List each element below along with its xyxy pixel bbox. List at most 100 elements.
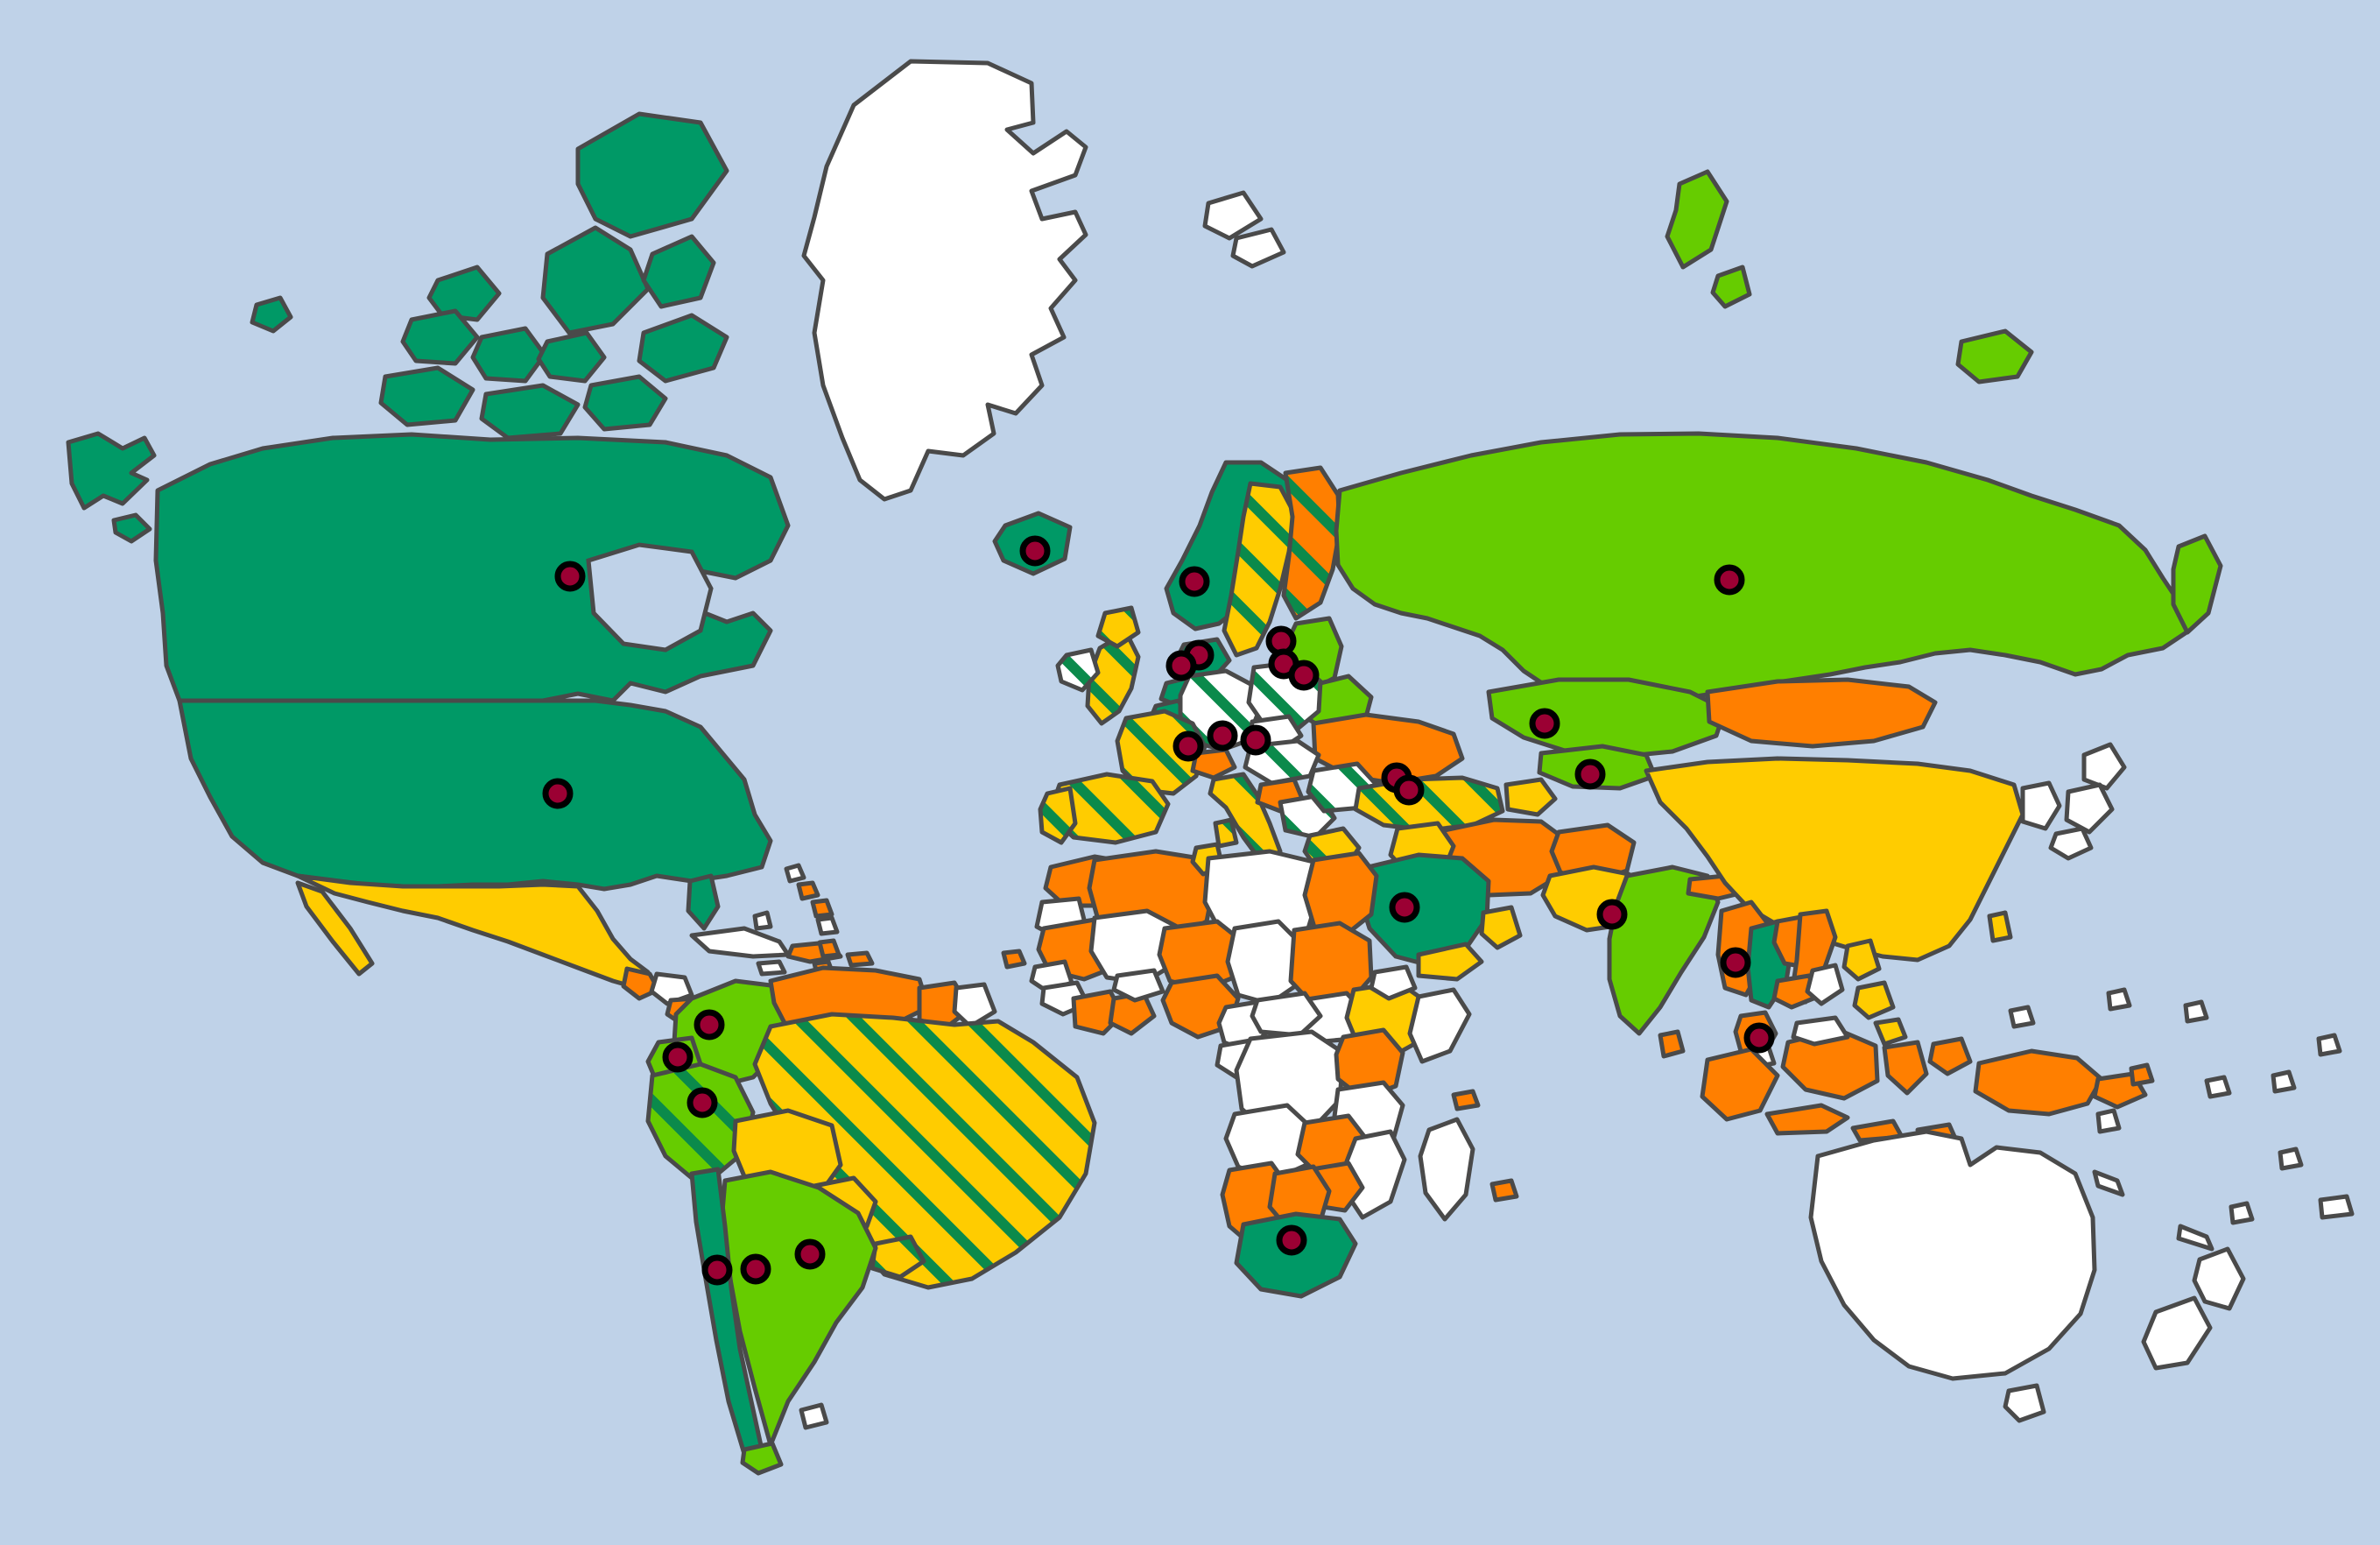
- location-marker[interactable]: [1389, 892, 1420, 923]
- country-svalbard-2[interactable]: [1230, 227, 1286, 269]
- country-canada-island-12[interactable]: [250, 295, 293, 334]
- country-canada-island-11[interactable]: [582, 374, 668, 432]
- location-marker[interactable]: [1165, 650, 1197, 681]
- country-pacific-isl-6[interactable]: [2278, 1146, 2304, 1171]
- country-fiji[interactable]: [2129, 1062, 2155, 1087]
- country-papua-new-guinea[interactable]: [1973, 1048, 2104, 1117]
- country-tierra-del-fuego[interactable]: [740, 1441, 784, 1476]
- country-mongolia[interactable]: [1705, 677, 1938, 749]
- country-new-zealand-south[interactable]: [2141, 1295, 2213, 1371]
- country-bermuda[interactable]: [1001, 949, 1027, 970]
- country-novaya-zemlya[interactable]: [1665, 169, 1729, 270]
- country-china[interactable]: [1644, 756, 2025, 963]
- country-philippines-1[interactable]: [1841, 938, 1882, 982]
- location-marker[interactable]: [1172, 730, 1204, 762]
- country-baja-california[interactable]: [295, 880, 375, 977]
- country-usa-florida[interactable]: [686, 873, 721, 931]
- country-russia-far-east[interactable]: [1955, 328, 2034, 384]
- location-marker[interactable]: [1574, 758, 1606, 790]
- country-pacific-isl-2[interactable]: [2106, 987, 2132, 1012]
- country-uk-scotland[interactable]: [1095, 605, 1141, 649]
- country-canada-island-8[interactable]: [536, 330, 607, 384]
- country-france[interactable]: [1115, 709, 1208, 796]
- location-marker[interactable]: [794, 1238, 826, 1270]
- country-mauritius[interactable]: [1489, 1178, 1519, 1203]
- country-cambodia[interactable]: [1771, 973, 1820, 1010]
- location-marker[interactable]: [1019, 535, 1051, 567]
- location-marker[interactable]: [554, 561, 586, 592]
- location-marker[interactable]: [1179, 566, 1210, 597]
- country-canada-island-10[interactable]: [479, 383, 581, 441]
- country-pacific-isl-1[interactable]: [2008, 1005, 2036, 1029]
- country-germany[interactable]: [1178, 668, 1260, 752]
- country-philippines-2[interactable]: [1852, 980, 1896, 1020]
- country-lesser-antilles-5[interactable]: [817, 938, 841, 959]
- location-marker[interactable]: [1743, 1022, 1775, 1054]
- country-uruguay[interactable]: [870, 1234, 926, 1280]
- location-marker[interactable]: [542, 778, 574, 809]
- location-marker[interactable]: [1529, 708, 1560, 739]
- country-canada-island-7[interactable]: [470, 326, 547, 384]
- country-canada-island-3[interactable]: [641, 234, 716, 309]
- country-mali[interactable]: [1088, 908, 1183, 985]
- country-peru[interactable]: [645, 1062, 756, 1181]
- country-philippines-3[interactable]: [1873, 1017, 1908, 1047]
- country-south-africa[interactable]: [1234, 1211, 1358, 1299]
- location-marker[interactable]: [1720, 947, 1751, 978]
- country-united-states[interactable]: [177, 698, 773, 892]
- country-falklands[interactable]: [799, 1402, 829, 1430]
- country-yemen[interactable]: [1416, 942, 1484, 982]
- country-tasmania[interactable]: [2003, 1383, 2046, 1423]
- country-koreas[interactable]: [2020, 780, 2062, 831]
- country-canada-island-5[interactable]: [426, 265, 502, 322]
- country-bahamas[interactable]: [752, 910, 773, 931]
- country-lesser-antilles-1[interactable]: [784, 863, 806, 884]
- country-canada-island-9[interactable]: [378, 365, 475, 427]
- location-marker[interactable]: [1207, 720, 1238, 751]
- country-oman[interactable]: [1479, 905, 1523, 950]
- country-pacific-isl-5[interactable]: [2271, 1069, 2297, 1094]
- country-new-caledonia[interactable]: [2092, 1169, 2125, 1197]
- country-pacific-isl-8[interactable]: [2318, 1194, 2355, 1220]
- location-marker[interactable]: [662, 1041, 694, 1073]
- country-eritrea[interactable]: [1369, 964, 1418, 1001]
- country-australia[interactable]: [1808, 1129, 2097, 1381]
- country-vietnam-south[interactable]: [1805, 963, 1845, 1006]
- country-pacific-isl-4[interactable]: [2204, 1075, 2232, 1099]
- country-sri-lanka[interactable]: [1658, 1029, 1686, 1059]
- country-pacific-isl-3[interactable]: [2183, 999, 2209, 1024]
- location-marker[interactable]: [740, 1253, 771, 1285]
- country-comoros[interactable]: [1451, 1089, 1481, 1111]
- country-canada-island-2[interactable]: [540, 225, 651, 335]
- location-marker[interactable]: [1714, 564, 1745, 596]
- location-marker[interactable]: [1393, 774, 1425, 806]
- country-lesser-antilles-2[interactable]: [796, 880, 820, 901]
- country-greenland[interactable]: [801, 59, 1088, 502]
- location-marker[interactable]: [1276, 1224, 1307, 1256]
- location-marker[interactable]: [694, 1009, 725, 1041]
- country-pacific-isl-9[interactable]: [2229, 1201, 2255, 1225]
- country-ireland[interactable]: [1055, 647, 1101, 693]
- country-lesser-antilles-4[interactable]: [815, 915, 840, 936]
- location-marker[interactable]: [1288, 660, 1320, 691]
- country-japan[interactable]: [2081, 742, 2127, 791]
- location-marker[interactable]: [1596, 899, 1628, 930]
- country-caucasus[interactable]: [1503, 777, 1558, 817]
- country-japan-2[interactable]: [2064, 782, 2115, 835]
- country-lesser-antilles-3[interactable]: [810, 898, 834, 919]
- country-new-zealand-north[interactable]: [2192, 1246, 2246, 1311]
- country-alaska-panhandle[interactable]: [111, 512, 152, 544]
- country-svalbard[interactable]: [1202, 190, 1264, 241]
- country-pacific-isl-10[interactable]: [2176, 1224, 2215, 1252]
- country-egypt[interactable]: [1302, 850, 1379, 938]
- country-finland[interactable]: [1281, 465, 1342, 621]
- country-taiwan[interactable]: [1987, 910, 2013, 943]
- country-kamchatka[interactable]: [2171, 533, 2223, 635]
- country-somalia[interactable]: [1407, 987, 1472, 1064]
- country-russia[interactable]: [1334, 431, 2192, 703]
- country-pacific-isl-7[interactable]: [2316, 1033, 2342, 1057]
- country-canada-island-6[interactable]: [400, 308, 480, 366]
- country-canada-island-4[interactable]: [637, 313, 729, 384]
- location-marker[interactable]: [1240, 724, 1271, 756]
- country-portugal[interactable]: [1038, 786, 1078, 845]
